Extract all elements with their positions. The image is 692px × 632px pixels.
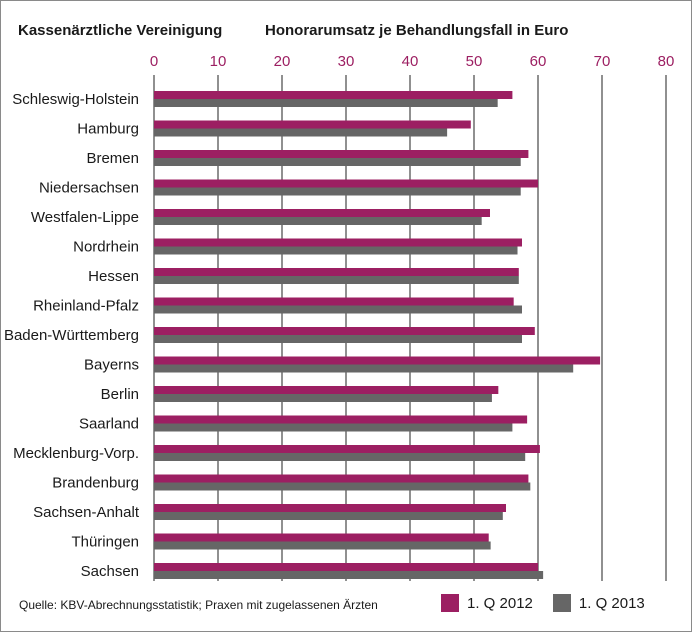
bar-2013 (154, 541, 491, 550)
bar-2013 (154, 453, 526, 461)
category-label: Mecklenburg-Vorp. (13, 445, 139, 462)
bar-2013 (154, 217, 482, 225)
category-label: Bremen (86, 150, 139, 167)
bar-2013 (154, 99, 498, 107)
category-label: Hamburg (77, 121, 139, 138)
bar-2012 (154, 474, 529, 483)
legend-item-2012: 1. Q 2012 (441, 594, 533, 612)
category-label: Nordrhein (73, 239, 139, 256)
x-tick-label: 40 (402, 53, 419, 70)
x-tick-label: 30 (338, 53, 355, 70)
bar-2012 (154, 91, 513, 99)
legend-label-2013: 1. Q 2013 (578, 594, 645, 612)
bar-2012 (154, 238, 522, 247)
bar-2012 (154, 356, 601, 365)
bar-2013 (154, 128, 448, 137)
bar-2013 (154, 394, 492, 402)
bar-2012 (154, 120, 471, 129)
category-label: Sachsen-Anhalt (33, 504, 140, 521)
legend: 1. Q 2012 1. Q 2013 (421, 593, 645, 613)
x-tick-label: 0 (150, 53, 158, 70)
category-label: Baden-Württemberg (4, 327, 139, 344)
category-label: Saarland (79, 416, 139, 433)
legend-swatch-2012 (441, 594, 459, 612)
bar-2012 (154, 563, 538, 571)
bar-2012 (154, 268, 519, 276)
category-label: Niedersachsen (39, 180, 139, 197)
category-label: Hessen (88, 268, 139, 285)
x-tick-label: 80 (658, 53, 675, 70)
legend-item-2013: 1. Q 2013 (552, 594, 645, 612)
x-tick-label: 70 (594, 53, 611, 70)
bar-2012 (154, 533, 489, 542)
x-tick-label: 10 (210, 53, 227, 70)
category-header: Kassenärztliche Vereinigung (18, 22, 223, 39)
bar-2012 (154, 297, 514, 306)
bar-2012 (154, 415, 528, 424)
x-tick-label: 50 (466, 53, 483, 70)
bar-2012 (154, 179, 538, 188)
category-label: Bayerns (84, 357, 139, 374)
legend-swatch-2013 (552, 594, 571, 612)
bar-2012 (154, 504, 506, 512)
category-label: Westfalen-Lippe (31, 209, 139, 226)
bar-2013 (154, 276, 519, 284)
chart-title: Honorarumsatz je Behandlungsfall in Euro (265, 22, 569, 39)
bar-2013 (154, 158, 521, 166)
bar-2013 (154, 364, 574, 373)
x-tick-label: 60 (530, 53, 547, 70)
bar-2013 (154, 571, 544, 579)
bar-2013 (154, 423, 513, 432)
category-label: Schleswig-Holstein (12, 91, 139, 108)
bar-2013 (154, 512, 503, 520)
bar-2012 (154, 445, 540, 453)
bar-2012 (154, 327, 535, 335)
category-label: Thüringen (71, 534, 139, 551)
category-label: Sachsen (81, 563, 139, 580)
bar-2013 (154, 482, 531, 491)
legend-label-2012: 1. Q 2012 (467, 594, 533, 612)
category-label: Rheinland-Pfalz (33, 298, 139, 315)
bar-2012 (154, 209, 490, 217)
source-note: Quelle: KBV-Abrechnungsstatistik; Praxen… (19, 598, 378, 612)
category-label: Berlin (101, 386, 139, 403)
bar-2013 (154, 246, 518, 255)
bar-2013 (154, 305, 522, 314)
bar-2013 (154, 187, 521, 196)
category-label: Brandenburg (52, 475, 139, 492)
bar-2012 (154, 150, 529, 158)
x-tick-label: 20 (274, 53, 291, 70)
bar-2012 (154, 386, 499, 394)
bar-2013 (154, 335, 522, 343)
